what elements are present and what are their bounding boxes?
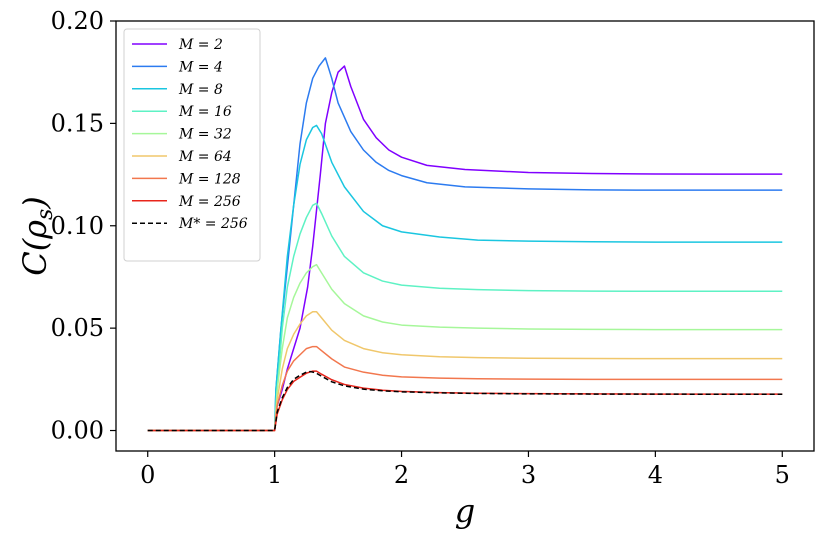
legend-label: M = 2	[178, 37, 223, 53]
y-tick-label: 0.15	[51, 109, 104, 137]
x-axis: 0 1 2 3 4 5	[140, 451, 790, 489]
legend-label: M = 256	[178, 194, 241, 210]
legend: M = 2 M = 4 M = 8 M = 16 M = 32 M = 64 M = 128…	[123, 28, 261, 262]
y-tick-label: 0.10	[51, 212, 104, 240]
x-tick-label: 4	[648, 461, 663, 489]
y-axis-label-close: )	[16, 196, 54, 209]
legend-label: M = 8	[178, 82, 223, 98]
series-line-0	[147, 65, 783, 432]
y-axis-label-base: C(ρ	[16, 220, 54, 276]
legend-label: M = 32	[178, 127, 232, 143]
y-axis: 0.00 0.05 0.10 0.15 0.20	[51, 7, 116, 445]
legend-label: M* = 256	[178, 216, 248, 232]
series-line-5	[147, 311, 783, 432]
x-tick-label: 5	[775, 461, 790, 489]
series-line-8	[147, 370, 783, 432]
series-line-1	[147, 57, 783, 432]
x-tick-label: 3	[521, 461, 536, 489]
series-line-6	[147, 345, 783, 432]
y-axis-label-subscript: s	[33, 209, 58, 220]
plot-frame	[115, 20, 815, 452]
legend-label: M = 128	[178, 171, 241, 187]
x-tick-label: 2	[394, 461, 409, 489]
x-tick-label: 1	[267, 461, 282, 489]
legend-label: M = 4	[178, 59, 223, 75]
legend-box	[123, 28, 261, 262]
series-line-2	[147, 124, 783, 432]
y-tick-label: 0.05	[51, 314, 104, 342]
y-tick-label: 0.00	[51, 417, 104, 445]
series-line-3	[147, 202, 783, 432]
series-line-4	[147, 263, 783, 432]
legend-label: M = 64	[178, 149, 232, 165]
y-axis-label: C(ρs)	[16, 196, 58, 276]
series-layer	[147, 57, 783, 432]
legend-label: M = 16	[178, 104, 232, 120]
y-tick-label: 0.20	[51, 7, 104, 35]
x-axis-label: g	[455, 492, 475, 530]
x-tick-label: 0	[140, 461, 155, 489]
